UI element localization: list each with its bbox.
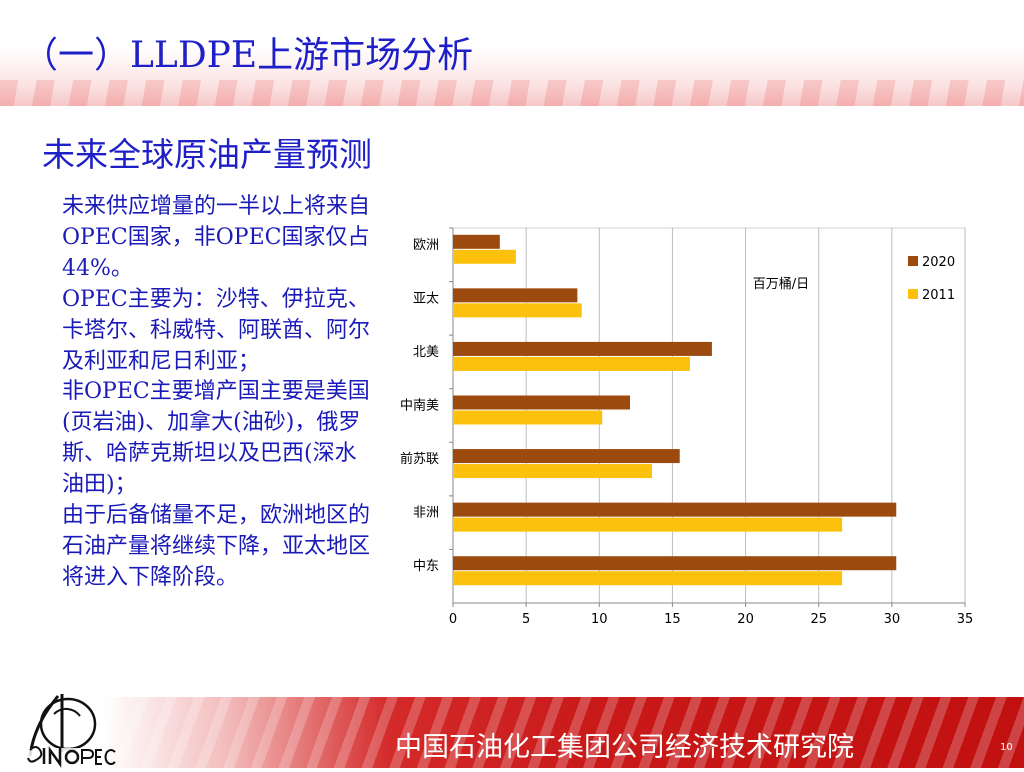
legend-label: 2020 — [922, 255, 955, 270]
y-tick-label: 非洲 — [413, 506, 439, 521]
legend-swatch — [908, 256, 918, 266]
body-text: 未来供应增量的一半以上将来自OPEC国家，非OPEC国家仅占44%。 OPEC主… — [62, 192, 374, 594]
chart-container: 0 5 10 15 20 25 30 35 欧洲亚太北美中南美前苏联非洲中东 百万桶/日 2020 2… — [385, 218, 981, 646]
x-tick-label: 35 — [957, 612, 974, 627]
bar — [453, 249, 516, 264]
page-number: 10 — [1000, 742, 1013, 753]
bar — [453, 517, 843, 532]
bar — [453, 395, 631, 410]
y-tick-label: 中南美 — [400, 398, 439, 414]
sinopec-logo — [20, 686, 116, 768]
bar — [453, 288, 578, 303]
x-tick-label: 5 — [522, 612, 530, 627]
bar — [453, 410, 603, 425]
slide-title: （一）LLDPE上游市场分析 — [22, 35, 474, 76]
x-tick-label: 15 — [664, 612, 681, 627]
bar — [453, 356, 690, 371]
y-tick-label: 前苏联 — [400, 451, 439, 467]
x-tick-label: 25 — [810, 612, 827, 627]
x-tick-label: 30 — [884, 612, 901, 627]
y-tick-label: 北美 — [413, 345, 439, 360]
footer-organization: 中国石油化工集团公司经济技术研究院 — [395, 732, 854, 763]
bar — [453, 449, 680, 464]
body-paragraph: 由于后备储量不足，欧洲地区的石油产量将继续下降，亚太地区将进入下降阶段。 — [62, 503, 371, 590]
title-band — [0, 0, 1024, 106]
legend-label: 2011 — [922, 288, 955, 303]
body-paragraph: 未来供应增量的一半以上将来自OPEC国家，非OPEC国家仅占44%。 — [62, 194, 371, 281]
y-tick-label: 中东 — [413, 559, 439, 574]
x-tick-label: 10 — [591, 612, 608, 627]
body-paragraph: OPEC主要为：沙特、伊拉克、卡塔尔、科威特、阿联酋、阿尔及利亚和尼日利亚； — [62, 286, 371, 374]
bar — [453, 341, 712, 356]
x-tick-label: 20 — [737, 612, 754, 627]
bar — [453, 502, 897, 517]
bar — [453, 571, 843, 586]
x-tick-label: 0 — [449, 612, 457, 627]
y-tick-label: 欧洲 — [413, 238, 439, 253]
unit-label: 百万桶/日 — [753, 277, 809, 292]
footer-band — [0, 697, 1024, 768]
bar — [453, 556, 897, 571]
bar — [453, 464, 652, 479]
y-tick-label: 亚太 — [413, 291, 439, 306]
body-paragraph: 非OPEC主要增产国主要是美国(页岩油)、加拿大(油砂)，俄罗斯、哈萨克斯坦以及… — [62, 379, 370, 498]
sinopec-logo-mark — [26, 694, 116, 768]
bar — [453, 303, 582, 318]
bar — [453, 234, 500, 249]
legend-swatch — [908, 289, 918, 299]
slide-subtitle: 未来全球原油产量预测 — [42, 135, 372, 174]
